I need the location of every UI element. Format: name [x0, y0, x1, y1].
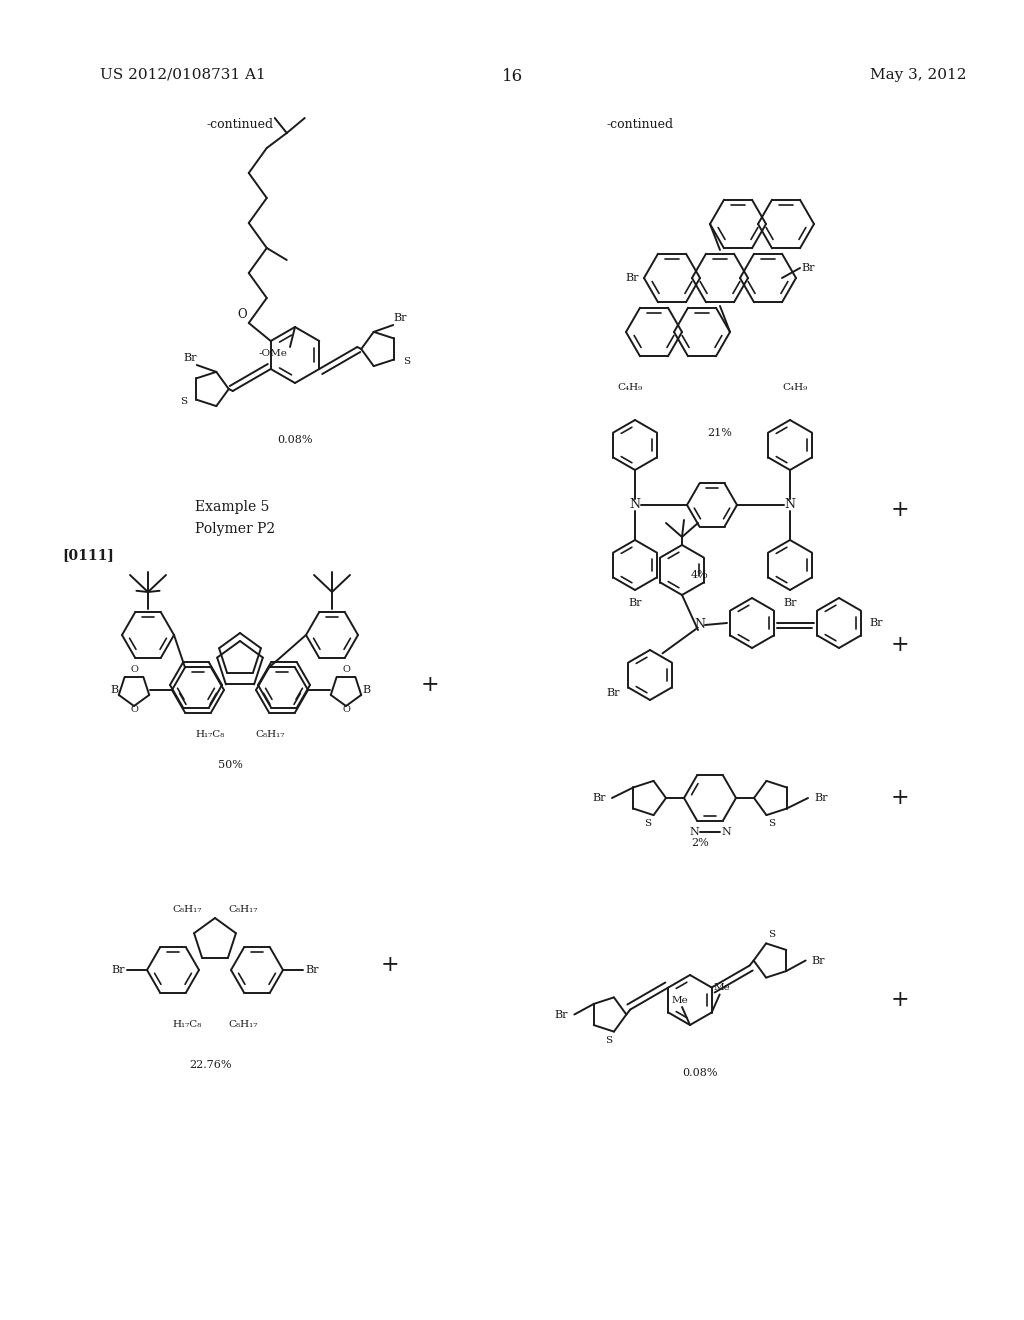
Text: B: B	[110, 685, 118, 696]
Text: N: N	[694, 619, 706, 631]
Text: 16: 16	[502, 69, 522, 84]
Text: Me: Me	[672, 997, 688, 1005]
Text: C₈H₁₇: C₈H₁₇	[228, 906, 258, 913]
Text: S: S	[403, 356, 411, 366]
Text: S: S	[605, 1036, 612, 1045]
Text: 22.76%: 22.76%	[188, 1060, 231, 1071]
Text: 50%: 50%	[217, 760, 243, 770]
Text: [0111]: [0111]	[62, 548, 114, 562]
Text: +: +	[891, 989, 909, 1011]
Text: Br: Br	[869, 618, 883, 628]
Text: O: O	[130, 705, 138, 714]
Text: Br: Br	[393, 313, 407, 323]
Text: H₁₇C₈: H₁₇C₈	[196, 730, 225, 739]
Text: 21%: 21%	[708, 428, 732, 438]
Text: N: N	[689, 828, 698, 837]
Text: -continued: -continued	[207, 117, 273, 131]
Text: May 3, 2012: May 3, 2012	[870, 69, 967, 82]
Text: +: +	[891, 787, 909, 809]
Text: C₄H₉: C₄H₉	[617, 383, 643, 392]
Text: -OMe: -OMe	[258, 348, 287, 358]
Text: Br: Br	[593, 793, 606, 803]
Text: S: S	[644, 820, 651, 829]
Text: S: S	[179, 396, 186, 405]
Text: Br: Br	[555, 1010, 568, 1019]
Text: -continued: -continued	[606, 117, 674, 131]
Text: Br: Br	[812, 956, 825, 965]
Text: C₄H₉: C₄H₉	[782, 383, 808, 392]
Text: +: +	[891, 634, 909, 656]
Text: N: N	[721, 828, 731, 837]
Text: B: B	[361, 685, 370, 696]
Text: Br: Br	[305, 965, 318, 975]
Text: +: +	[891, 499, 909, 521]
Text: S: S	[768, 931, 775, 939]
Text: Br: Br	[629, 598, 642, 609]
Text: Br: Br	[183, 352, 197, 363]
Text: Example 5: Example 5	[195, 500, 269, 513]
Text: Me: Me	[714, 983, 730, 993]
Text: C₈H₁₇: C₈H₁₇	[228, 1020, 258, 1030]
Text: US 2012/0108731 A1: US 2012/0108731 A1	[100, 69, 266, 82]
Text: N: N	[784, 499, 796, 511]
Text: 0.08%: 0.08%	[278, 436, 312, 445]
Text: +: +	[421, 675, 439, 696]
Text: 2%: 2%	[691, 838, 709, 847]
Text: N: N	[630, 499, 640, 511]
Text: O: O	[342, 665, 350, 675]
Text: O: O	[130, 665, 138, 675]
Text: O: O	[342, 705, 350, 714]
Text: O: O	[238, 308, 247, 321]
Text: C₈H₁₇: C₈H₁₇	[255, 730, 285, 739]
Text: Br: Br	[626, 273, 639, 282]
Text: H₁₇C₈: H₁₇C₈	[172, 1020, 202, 1030]
Text: +: +	[381, 954, 399, 975]
Text: 4%: 4%	[691, 570, 709, 579]
Text: S: S	[768, 820, 775, 829]
Text: C₈H₁₇: C₈H₁₇	[172, 906, 202, 913]
Text: Br: Br	[814, 793, 827, 803]
Text: Br: Br	[783, 598, 797, 609]
Text: Br: Br	[112, 965, 125, 975]
Text: Polymer P2: Polymer P2	[195, 521, 275, 536]
Text: 0.08%: 0.08%	[682, 1068, 718, 1078]
Text: Br: Br	[801, 263, 814, 273]
Text: Br: Br	[606, 688, 620, 698]
